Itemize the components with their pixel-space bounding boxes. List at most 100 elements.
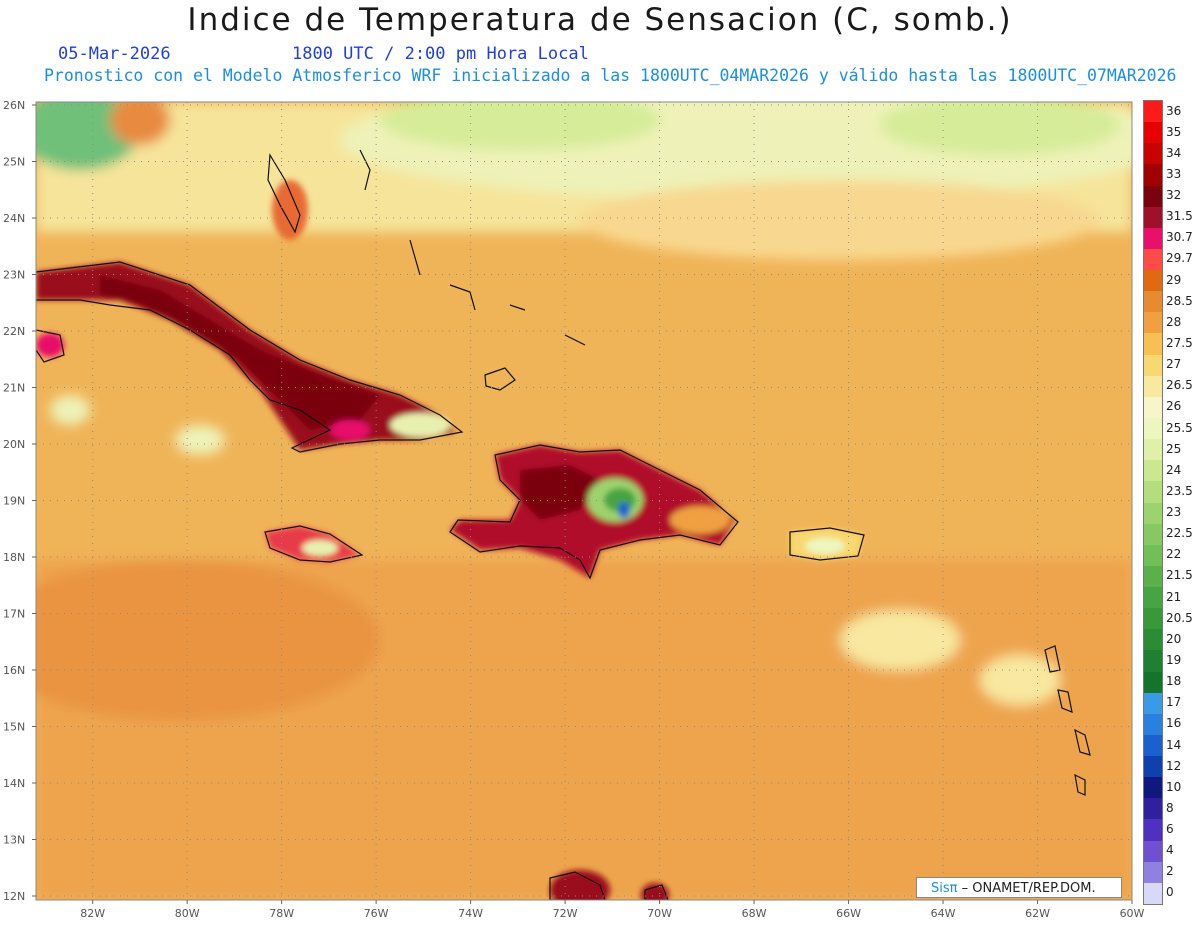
color-scale xyxy=(1143,100,1163,905)
color-scale-label: 25.5 xyxy=(1166,420,1193,435)
lon-label: 60W xyxy=(1120,907,1145,920)
color-scale-label: 27 xyxy=(1166,357,1182,372)
color-scale-swatch xyxy=(1144,650,1162,673)
color-scale-swatch xyxy=(1144,861,1162,884)
lon-label: 80W xyxy=(175,907,200,920)
lat-label: 21N xyxy=(3,382,25,395)
color-scale-label: 30.7 xyxy=(1166,230,1193,245)
color-scale-label: 35 xyxy=(1166,124,1182,139)
color-scale-label: 24 xyxy=(1166,462,1182,477)
map-title: Indice de Temperatura de Sensacion (C, s… xyxy=(187,2,1013,38)
map-axes: 26N 25N 24N 23N 22N 21N 20N 19N 18N 17N 16N 15N 14N 1… xyxy=(3,99,1145,920)
color-scale-label: 31.5 xyxy=(1166,209,1193,224)
color-scale-swatch xyxy=(1144,544,1162,567)
lat-label: 19N xyxy=(3,495,25,508)
color-scale-label: 17 xyxy=(1166,695,1182,710)
color-scale-label: 18 xyxy=(1166,674,1182,689)
coastlines xyxy=(36,149,1091,900)
color-scale-swatch xyxy=(1144,502,1162,525)
color-scale-swatch xyxy=(1144,671,1162,694)
color-scale-swatch xyxy=(1144,270,1162,292)
lon-label: 70W xyxy=(647,907,672,920)
lat-label: 16N xyxy=(3,664,25,677)
color-scale-swatch xyxy=(1144,312,1162,334)
field-layer xyxy=(36,102,1132,900)
color-scale-label: 10 xyxy=(1166,779,1182,794)
lat-label: 24N xyxy=(3,212,25,225)
lon-label: 76W xyxy=(364,907,389,920)
color-scale-swatch xyxy=(1144,882,1162,905)
color-scale-label: 22.5 xyxy=(1166,526,1193,541)
lon-label: 64W xyxy=(931,907,956,920)
color-scale-swatch xyxy=(1144,333,1162,356)
lon-label: 74W xyxy=(458,907,483,920)
color-scale-label: 34 xyxy=(1166,145,1182,160)
color-scale-label: 0 xyxy=(1166,885,1174,900)
lon-label: 68W xyxy=(742,907,767,920)
time-label: 1800 UTC / 2:00 pm Hora Local xyxy=(292,44,589,64)
color-scale-label: 16 xyxy=(1166,716,1182,731)
lat-label: 25N xyxy=(3,156,25,169)
color-scale-label: 22 xyxy=(1166,547,1182,562)
lat-label: 14N xyxy=(3,777,25,790)
color-scale-swatch xyxy=(1144,587,1162,609)
color-scale-swatch xyxy=(1144,396,1162,419)
color-scale-label: 19 xyxy=(1166,652,1182,667)
color-scale-swatch xyxy=(1144,777,1162,799)
color-scale-swatch xyxy=(1144,291,1162,313)
color-scale-label: 32 xyxy=(1166,188,1182,203)
color-scale-label: 20 xyxy=(1166,631,1182,646)
field-shading xyxy=(36,102,1132,900)
color-scale-swatch xyxy=(1144,565,1162,588)
color-scale-swatch xyxy=(1144,185,1162,208)
color-scale-swatch xyxy=(1144,523,1162,546)
color-scale-swatch xyxy=(1144,608,1162,630)
color-scale-label: 25 xyxy=(1166,441,1182,456)
color-scale-swatch xyxy=(1144,756,1162,778)
color-scale-label: 20.5 xyxy=(1166,610,1193,625)
color-scale-swatch xyxy=(1144,417,1162,440)
color-scale-swatch xyxy=(1144,354,1162,377)
lat-label: 26N xyxy=(3,99,25,112)
color-scale-label: 21 xyxy=(1166,589,1182,604)
color-scale-swatch xyxy=(1144,375,1162,398)
color-scale-label: 29.7 xyxy=(1166,251,1193,266)
lon-label: 62W xyxy=(1025,907,1050,920)
credit-text: – ONAMET/REP.DOM. xyxy=(961,881,1096,896)
color-scale-swatch xyxy=(1144,819,1162,842)
lon-label: 78W xyxy=(269,907,294,920)
color-scale-swatch xyxy=(1144,248,1162,271)
color-scale-label: 4 xyxy=(1166,843,1174,858)
color-scale-label: 6 xyxy=(1166,822,1174,837)
lat-label: 12N xyxy=(3,890,25,903)
color-scale-label: 26 xyxy=(1166,399,1182,414)
sispi-logo: Sisπ xyxy=(931,881,958,896)
color-scale-swatch xyxy=(1144,143,1162,165)
color-scale-swatch xyxy=(1144,692,1162,715)
lon-label: 82W xyxy=(80,907,105,920)
forecast-info: Pronostico con el Modelo Atmosferico WRF… xyxy=(44,66,1177,85)
color-scale-swatch xyxy=(1144,798,1162,820)
color-scale-swatch xyxy=(1144,629,1162,651)
lat-lon-grid xyxy=(36,102,1132,900)
color-scale-swatch xyxy=(1144,481,1162,503)
lon-label: 72W xyxy=(553,907,578,920)
color-scale-label: 12 xyxy=(1166,758,1182,773)
color-scale-label: 29 xyxy=(1166,272,1182,287)
color-scale-label: 23.5 xyxy=(1166,483,1193,498)
color-scale-label: 33 xyxy=(1166,166,1182,181)
lat-label: 17N xyxy=(3,608,25,621)
lat-label: 13N xyxy=(3,834,25,847)
color-scale-swatch xyxy=(1144,713,1162,736)
land-heat xyxy=(36,180,862,900)
lat-label: 18N xyxy=(3,551,25,564)
color-scale-label: 2 xyxy=(1166,864,1174,879)
color-scale-swatch xyxy=(1144,206,1162,229)
lat-label: 22N xyxy=(3,325,25,338)
color-scale-swatch xyxy=(1144,439,1162,461)
lon-label: 66W xyxy=(836,907,861,920)
color-scale-label: 21.5 xyxy=(1166,568,1193,583)
date-label: 05-Mar-2026 xyxy=(58,44,171,64)
color-scale-label: 26.5 xyxy=(1166,378,1193,393)
